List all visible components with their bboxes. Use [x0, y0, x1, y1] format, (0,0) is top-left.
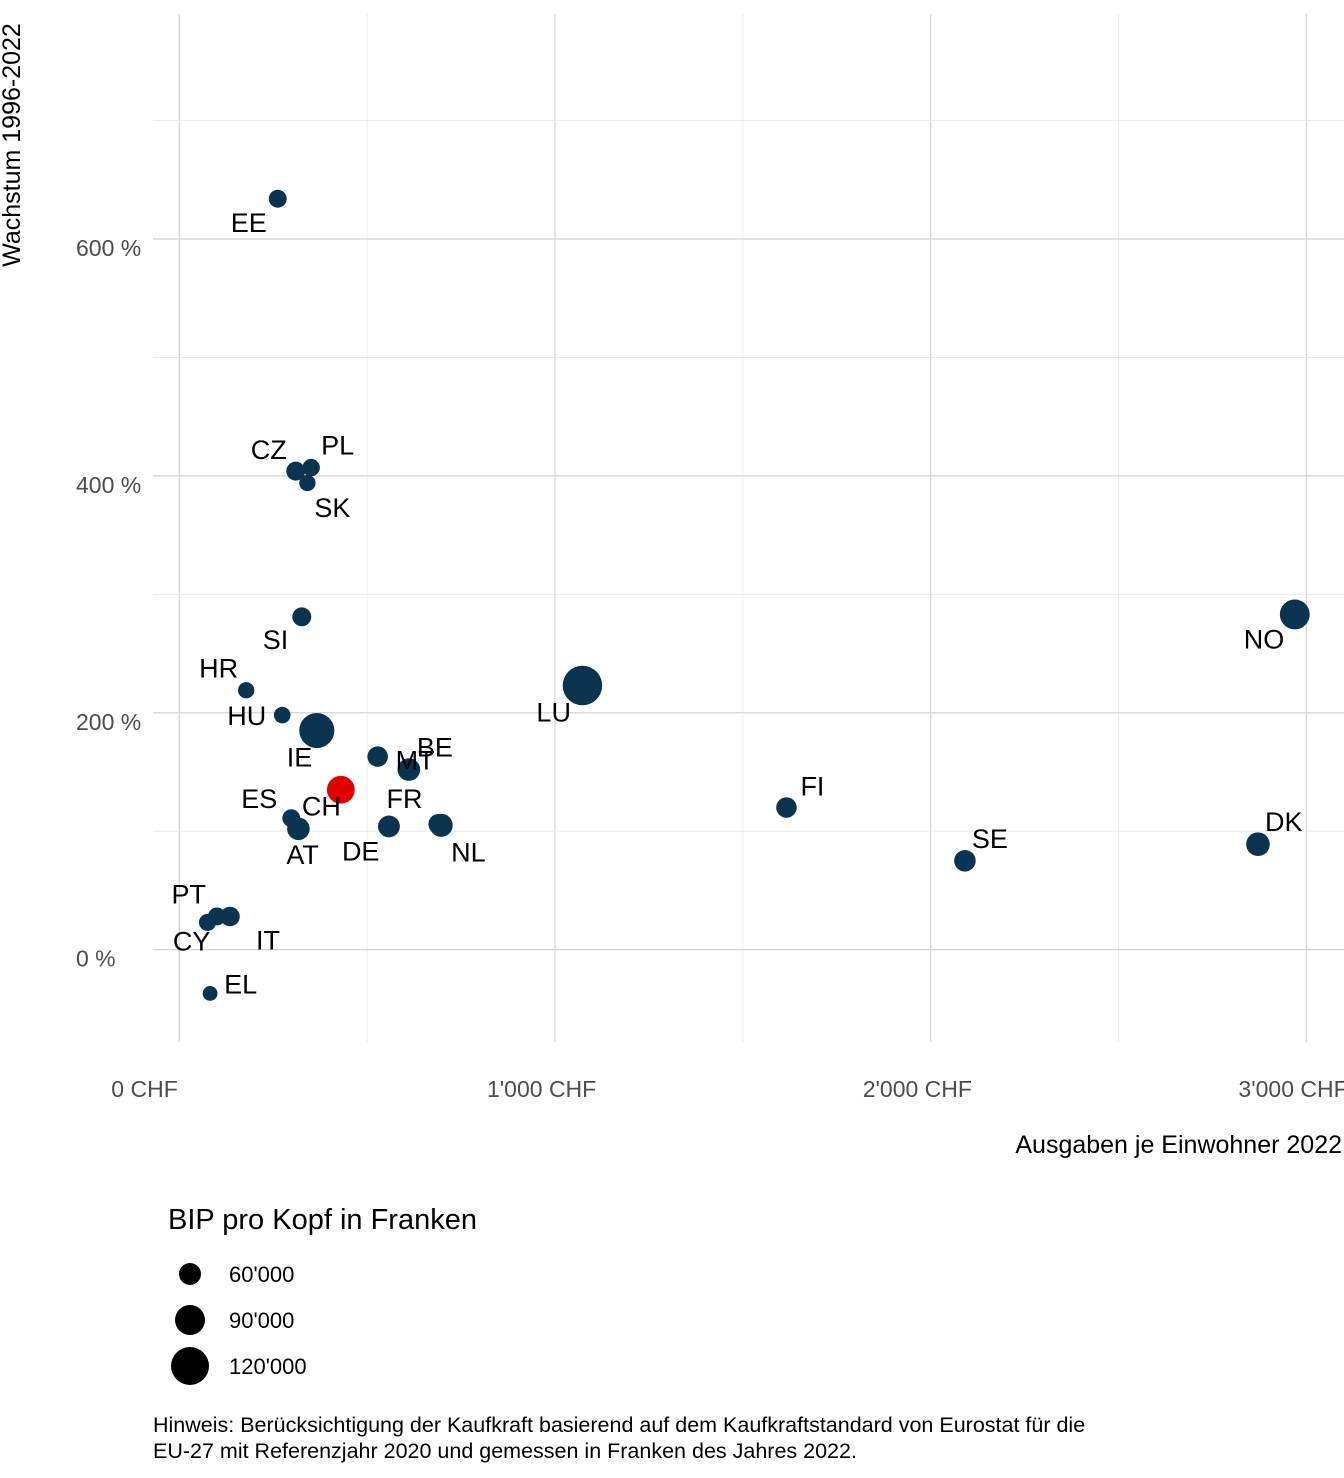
x-tick-label: 3'000 CHF: [1238, 1076, 1344, 1102]
point-ch: [326, 775, 355, 804]
y-tick-label: 200 %: [76, 709, 141, 735]
point-it: [220, 906, 240, 927]
point-label-el: EL: [224, 969, 257, 999]
point-label-dk: DK: [1265, 807, 1303, 837]
point-lu: [562, 665, 603, 706]
size-legend-label: 60'000: [229, 1262, 295, 1287]
point-label-it: IT: [256, 925, 280, 955]
y-tick-label: 600 %: [76, 235, 141, 261]
footnote-line-2: EU-27 mit Referenzjahr 2020 und gemessen…: [153, 1439, 857, 1463]
point-dk: [1246, 832, 1270, 857]
point-fi: [776, 797, 797, 818]
point-label-sk: SK: [314, 493, 350, 523]
grid: [153, 14, 1344, 1042]
point-label-ch: CH: [302, 792, 341, 822]
point-label-at: AT: [286, 840, 319, 870]
point-be: [397, 758, 421, 781]
y-tick-label: 400 %: [76, 472, 141, 498]
footnote: Hinweis: Berücksichtigung der Kaufkraft …: [153, 1412, 1303, 1464]
point-label-nl: NL: [451, 837, 486, 867]
x-axis-title: Ausgaben je Einwohner 2022: [1015, 1131, 1342, 1159]
point-label-ie: IE: [287, 743, 313, 773]
point-label-no: NO: [1244, 624, 1285, 654]
point-label-ee: EE: [231, 208, 267, 238]
point-se: [954, 850, 976, 872]
point-label-es: ES: [241, 784, 277, 814]
point-label-hr: HR: [199, 653, 238, 683]
point-ee: [268, 189, 287, 208]
point-mt: [367, 746, 388, 767]
point-ie: [299, 712, 335, 749]
data-points: [198, 189, 1310, 1001]
point-hr: [237, 682, 255, 699]
point-si: [292, 607, 312, 627]
x-tick-label: 1'000 CHF: [487, 1076, 596, 1102]
size-legend-dot: [170, 1346, 210, 1386]
point-label-de: DE: [342, 836, 380, 866]
point-label-mt: MT: [396, 746, 435, 776]
point-de: [378, 815, 400, 838]
point-label-be: BE: [417, 733, 453, 763]
point-label-hu: HU: [227, 701, 266, 731]
point-label-pl: PL: [321, 431, 354, 461]
point-no: [1279, 599, 1310, 630]
point-sk: [299, 474, 316, 492]
size-legend-dot: [174, 1304, 206, 1336]
point-label-pt: PT: [171, 879, 206, 909]
y-axis-title: Wachstum 1996-2022: [0, 23, 26, 267]
point-nl: [429, 813, 453, 837]
point-label-se: SE: [972, 824, 1008, 854]
scatter-chart: 0 CHF 1'000 CHF 2'000 CHF 3'000 CHF 0 % 200 …: [0, 14, 1344, 1159]
x-tick-label: 2'000 CHF: [863, 1076, 972, 1102]
point-cy: [207, 907, 226, 926]
point-el: [202, 986, 218, 1001]
size-legend-dot: [178, 1262, 202, 1286]
size-legend-label: 90'000: [229, 1308, 295, 1333]
point-label-lu: LU: [536, 698, 571, 728]
point-cz: [286, 461, 306, 481]
point-at: [287, 817, 310, 841]
point-label-cz: CZ: [251, 435, 287, 465]
size-legend-title: BIP pro Kopf in Franken: [168, 1204, 477, 1236]
y-tick-label: 0 %: [76, 946, 116, 972]
point-hu: [273, 706, 291, 724]
point-label-cy: CY: [173, 926, 211, 956]
size-legend-label: 120'000: [229, 1354, 307, 1379]
point-label-si: SI: [263, 625, 289, 655]
point-label-fi: FI: [800, 772, 824, 802]
footnote-line-1: Hinweis: Berücksichtigung der Kaufkraft …: [153, 1413, 1086, 1437]
x-axis-ticks: 0 CHF 1'000 CHF 2'000 CHF 3'000 CHF: [111, 1076, 1344, 1102]
x-tick-label: 0 CHF: [111, 1076, 177, 1102]
point-label-fr: FR: [387, 784, 423, 814]
y-axis-ticks: 0 % 200 % 400 % 600 %: [76, 235, 141, 972]
point-pl: [302, 458, 320, 477]
